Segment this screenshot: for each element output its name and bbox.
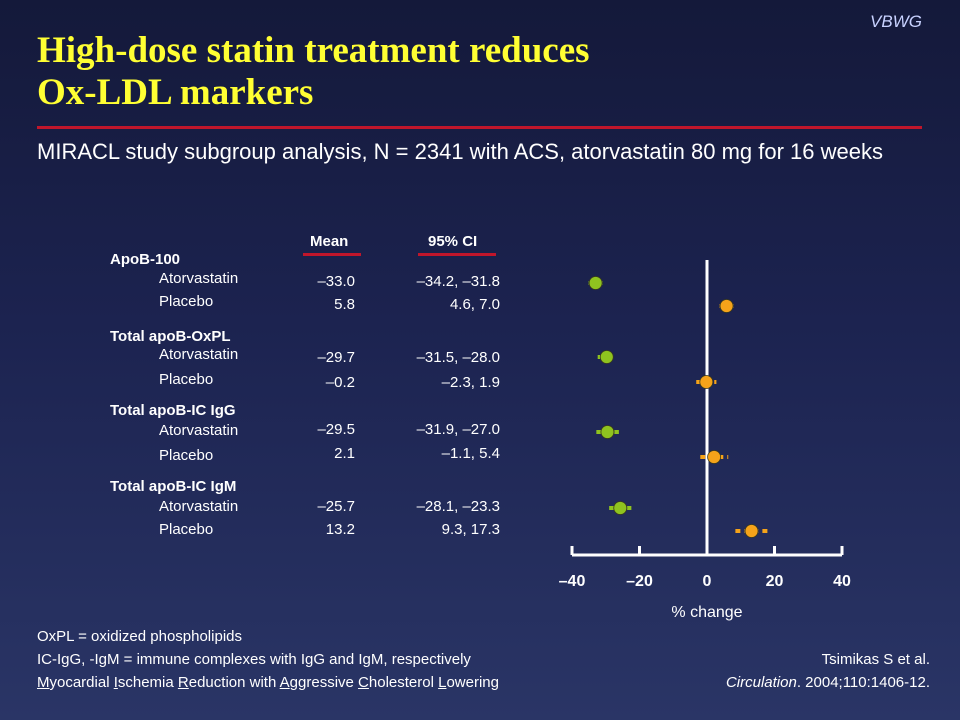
acronym-word: yocardial [49, 674, 114, 691]
row-mean: 2.1 [334, 445, 355, 462]
row-label: Atorvastatin [159, 270, 239, 287]
row-label: Atorvastatin [159, 422, 239, 439]
acronym-initial: A [279, 674, 290, 691]
row-ci: –31.5, –28.0 [416, 349, 500, 366]
row-ci: 9.3, 17.3 [441, 521, 500, 538]
row-mean: 5.8 [334, 296, 355, 313]
row-mean: –0.2 [325, 374, 355, 391]
brand-logo: VBWG [870, 12, 922, 31]
footnote-miracl: Myocardial Ischemia Reduction with Aggre… [37, 674, 499, 691]
point-marker [744, 524, 759, 538]
footnote-ic: IC-IgG, -IgM = immune complexes with IgG… [37, 651, 471, 668]
x-tick-label: –40 [559, 573, 586, 590]
point-marker [588, 276, 603, 290]
row-label: Atorvastatin [159, 498, 239, 515]
acronym-word: owering [446, 674, 499, 691]
citation-details: . 2004;110:1406-12. [796, 674, 930, 691]
mean-header-underline [303, 253, 361, 256]
point-marker [600, 425, 615, 439]
ci-column-header: 95% CI [428, 233, 478, 250]
ci-header-underline [418, 253, 496, 256]
row-label: Placebo [159, 371, 214, 388]
row-label: Placebo [159, 447, 214, 464]
acronym-word: holesterol [368, 674, 439, 691]
x-tick-label: –20 [626, 573, 653, 590]
acronym-initial: R [177, 674, 189, 691]
acronym-word: eduction with [188, 674, 280, 691]
slide-title: High-dose statin treatment reduces Ox-LD… [37, 30, 917, 114]
row-label: Placebo [159, 293, 214, 310]
x-tick-label: 0 [703, 573, 712, 590]
row-ci: –31.9, –27.0 [416, 421, 500, 438]
row-ci: –34.2, –31.8 [416, 273, 500, 290]
row-label: Placebo [159, 521, 214, 538]
title-line-1: High-dose statin treatment reduces [37, 30, 590, 71]
row-mean: –33.0 [317, 273, 355, 290]
x-tick-label: 40 [833, 573, 851, 590]
citation-authors: Tsimikas S et al. [821, 651, 930, 668]
row-ci: 4.6, 7.0 [449, 296, 500, 313]
point-marker [699, 375, 714, 389]
citation-journal: Circulation [725, 674, 797, 691]
group-label: Total apoB-IC IgG [110, 402, 236, 419]
row-mean: 13.2 [325, 521, 355, 538]
slide-subtitle: MIRACL study subgroup analysis, N = 2341… [37, 139, 883, 164]
title-divider [37, 126, 922, 129]
citation-source: Circulation. 2004;110:1406-12. [726, 674, 930, 691]
point-marker [599, 350, 614, 364]
row-ci: –2.3, 1.9 [441, 374, 500, 391]
row-mean: –25.7 [317, 498, 355, 515]
row-ci: –28.1, –23.3 [416, 498, 500, 515]
acronym-initial: C [358, 674, 369, 691]
point-marker [707, 450, 721, 464]
acronym-initial: I [113, 674, 118, 691]
row-mean: –29.7 [317, 349, 355, 366]
footnote-oxpl: OxPL = oxidized phospholipids [37, 628, 242, 645]
acronym-initial: L [438, 674, 447, 691]
group-label: Total apoB-OxPL [110, 328, 231, 345]
row-mean: –29.5 [317, 421, 355, 438]
group-label: Total apoB-IC IgM [110, 478, 237, 495]
row-ci: –1.1, 5.4 [441, 445, 500, 462]
row-label: Atorvastatin [159, 346, 239, 363]
mean-column-header: Mean [310, 233, 349, 250]
acronym-initial: M [37, 674, 50, 691]
title-line-2: Ox-LDL markers [37, 72, 314, 113]
forest-plot: –40 –20 0 20 40 % change [559, 260, 851, 621]
x-tick-label: 20 [766, 573, 784, 590]
x-axis-label: % change [671, 604, 742, 621]
group-label: ApoB-100 [110, 251, 181, 268]
acronym-word: ggressive [289, 674, 359, 691]
point-marker [613, 501, 628, 515]
acronym-word: schemia [117, 674, 178, 691]
point-marker [719, 299, 734, 313]
